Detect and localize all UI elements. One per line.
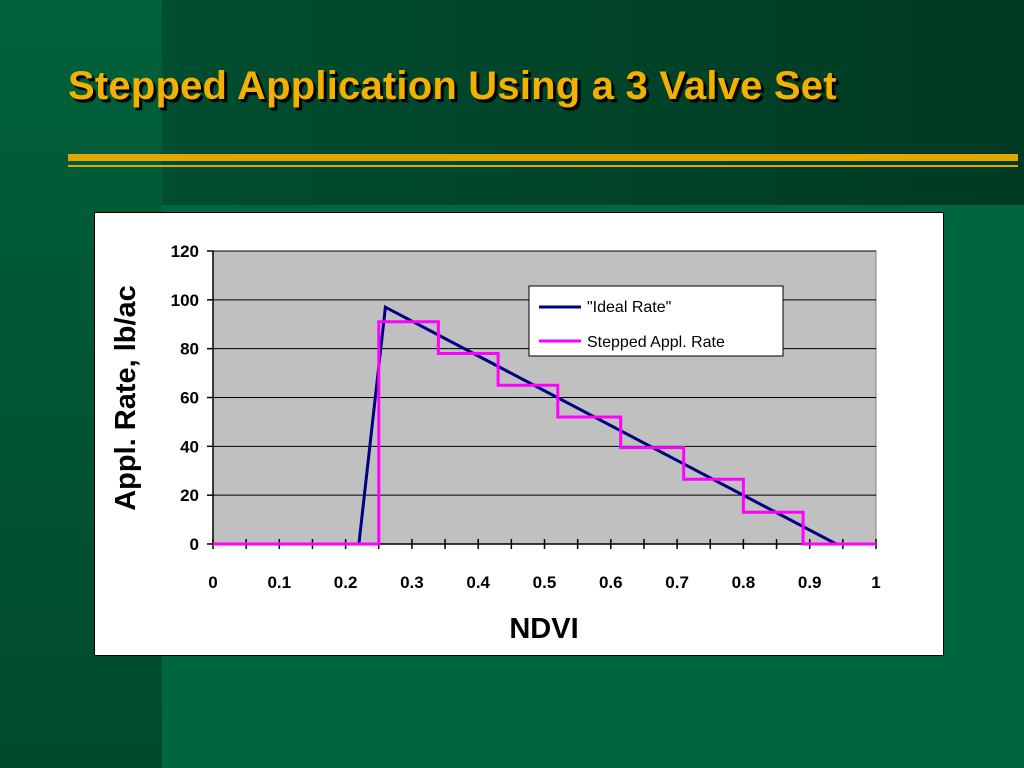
header-decorative-block — [162, 0, 1024, 205]
x-axis-title: NDVI — [509, 613, 578, 645]
x-tick-label: 0.8 — [732, 573, 756, 592]
legend-label-ideal-rate: "Ideal Rate" — [587, 299, 671, 316]
title-underline-thin — [68, 165, 1018, 167]
y-tick-label: 80 — [180, 340, 199, 359]
x-tick-labels: 0 0.1 0.2 0.3 0.4 0.5 0.6 0.7 0.8 0.9 1 — [208, 573, 880, 592]
series-layer — [213, 304, 876, 546]
y-tick-label: 100 — [171, 291, 199, 310]
x-tick-label: 0.5 — [533, 573, 557, 592]
x-tick-label: 0.4 — [466, 573, 490, 592]
y-tick-label: 120 — [171, 242, 199, 261]
legend-box — [528, 285, 784, 357]
title-underline-thick — [68, 154, 1018, 161]
x-tick-label: 0.2 — [334, 573, 358, 592]
chart-frame: 0 20 40 60 80 100 120 0 0.1 0.2 0.3 0.4 0.5 0.6 0.7 0.… — [94, 212, 944, 656]
slide-title: Stepped Application Using a 3 Valve Set — [68, 64, 837, 108]
x-tick-label: 0.6 — [599, 573, 623, 592]
y-tick-label: 0 — [190, 535, 199, 554]
chart: 0 20 40 60 80 100 120 0 0.1 0.2 0.3 0.4 0.5 0.6 0.7 0.… — [110, 242, 881, 645]
y-axis-title: Appl. Rate, lb/ac — [110, 285, 142, 511]
x-tick-label: 0.7 — [665, 573, 689, 592]
x-tick-label: 0.1 — [267, 573, 291, 592]
x-tick-label: 0.9 — [798, 573, 822, 592]
y-tick-label: 40 — [180, 437, 199, 456]
y-tick-label: 60 — [180, 389, 199, 408]
y-tick-labels: 0 20 40 60 80 100 120 — [171, 242, 199, 554]
series-line-stepped-rate — [213, 320, 876, 546]
x-tick-label: 0.3 — [400, 573, 424, 592]
y-tick-label: 20 — [180, 486, 199, 505]
legend: "Ideal Rate" Stepped Appl. Rate — [528, 285, 784, 357]
x-tick-label: 0 — [208, 573, 217, 592]
x-tick-label: 1 — [871, 573, 880, 592]
legend-label-stepped-rate: Stepped Appl. Rate — [587, 334, 725, 351]
